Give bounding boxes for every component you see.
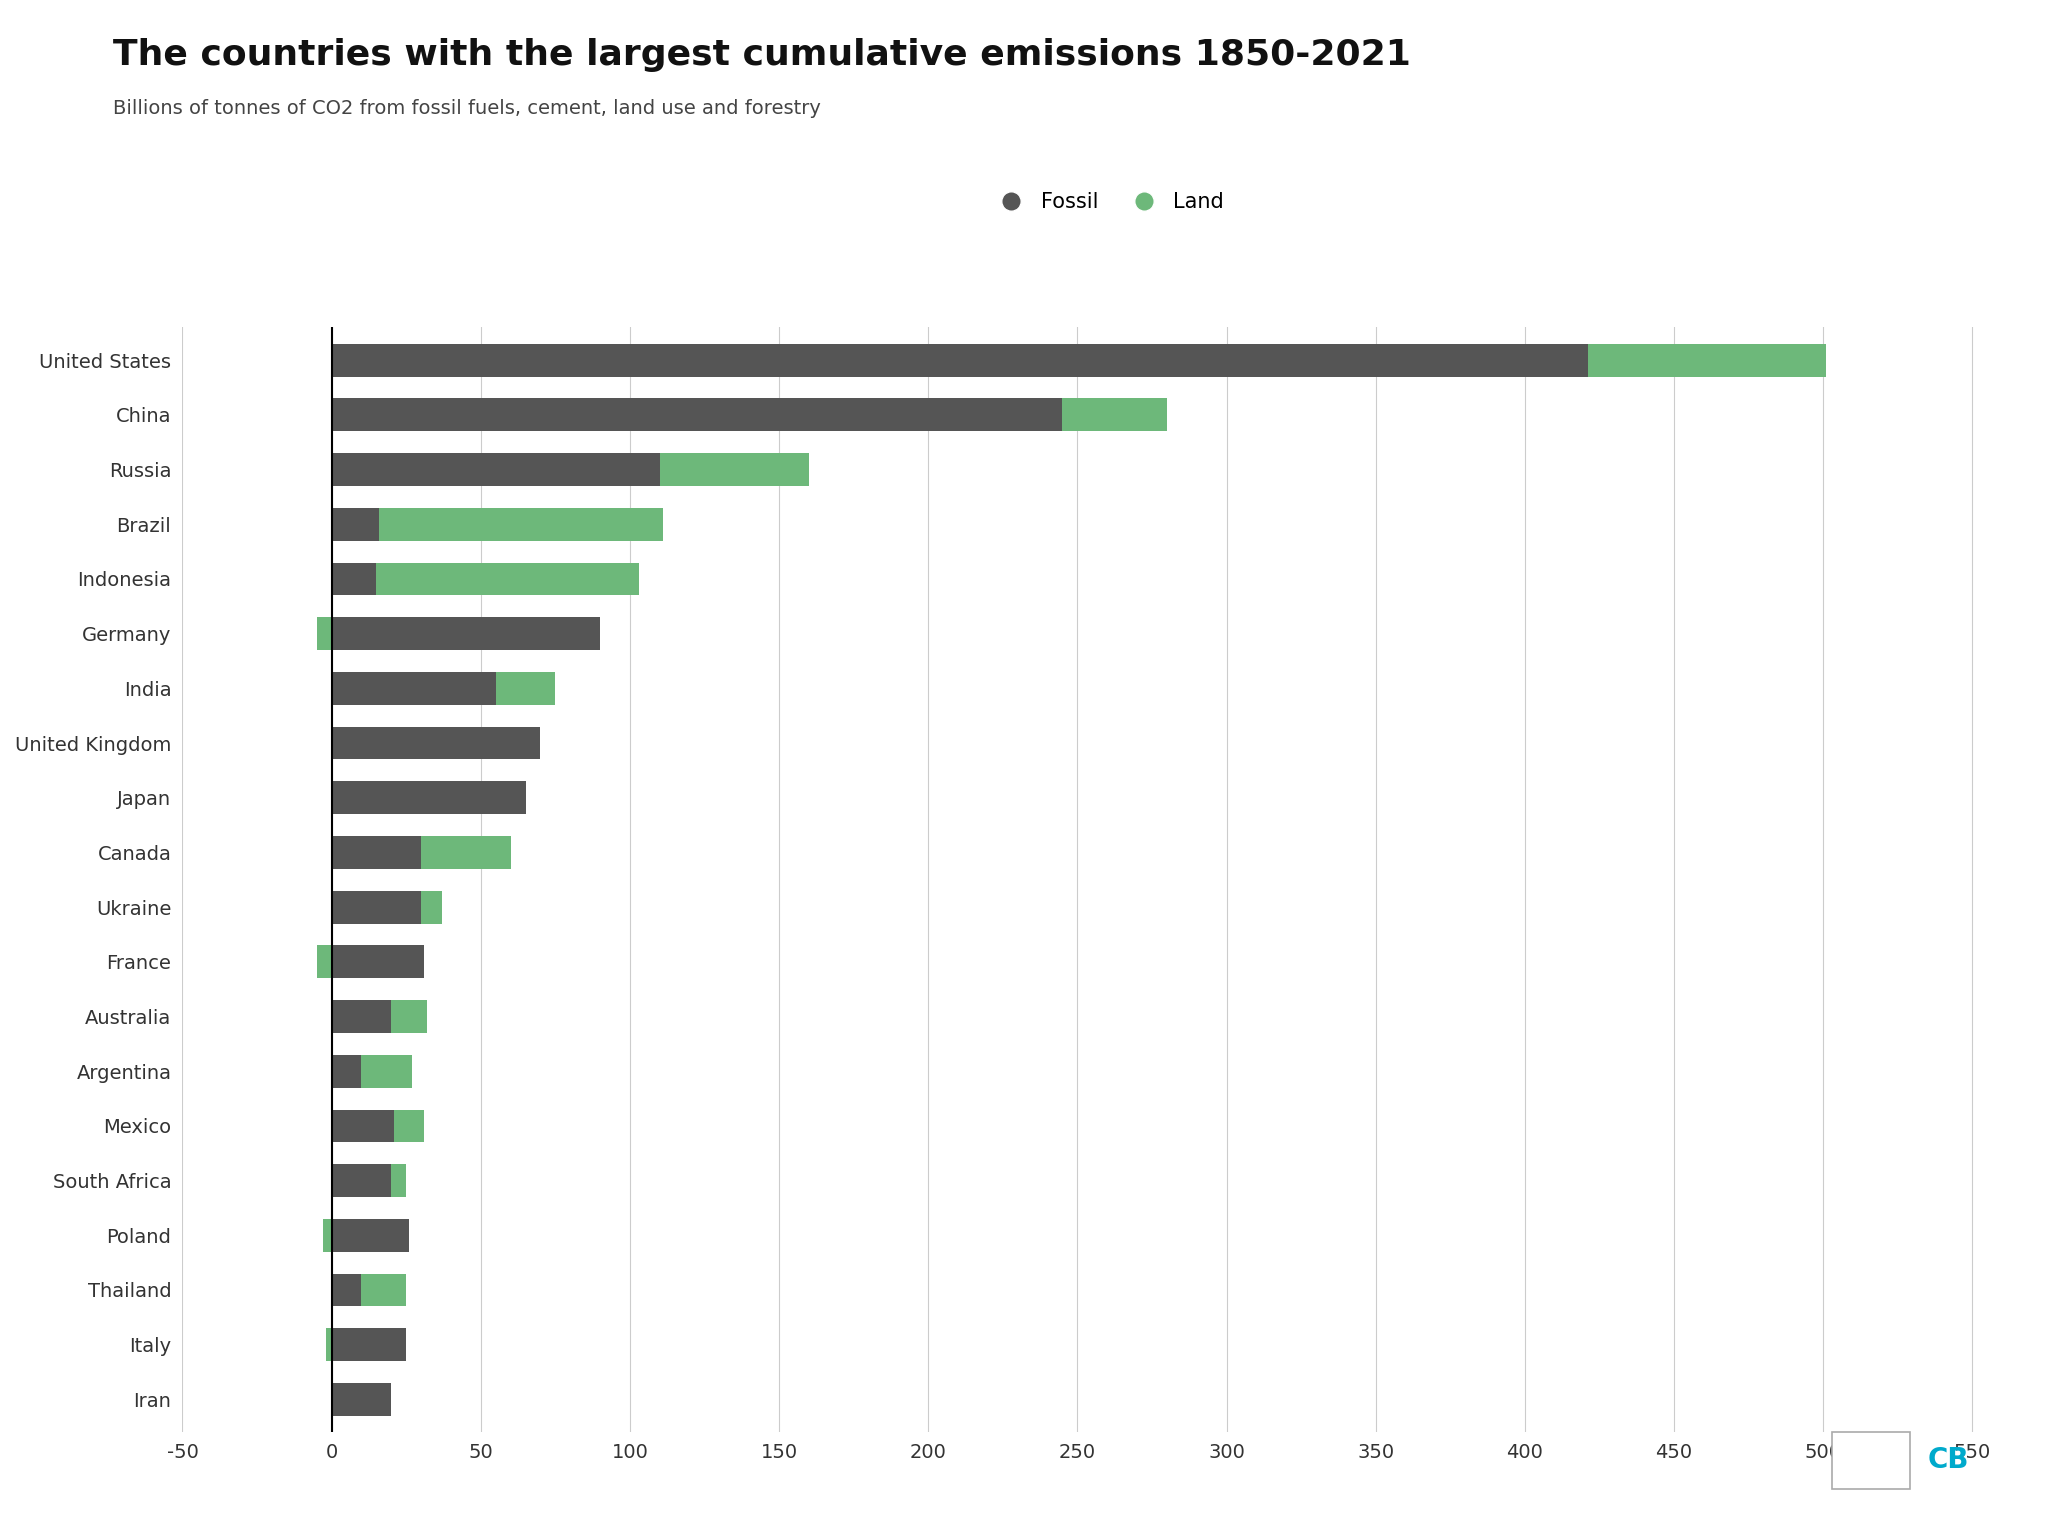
- Bar: [1588, 344, 1826, 376]
- Bar: [332, 1328, 405, 1362]
- Bar: [422, 891, 442, 923]
- Bar: [659, 454, 809, 486]
- Bar: [332, 672, 495, 705]
- Bar: [332, 891, 422, 923]
- Bar: [332, 399, 1062, 431]
- Text: The countries with the largest cumulative emissions 1850-2021: The countries with the largest cumulativ…: [113, 38, 1410, 72]
- Bar: [323, 1218, 332, 1252]
- Bar: [332, 507, 379, 541]
- Bar: [395, 1109, 424, 1142]
- Bar: [332, 1055, 362, 1087]
- Bar: [332, 1383, 391, 1416]
- Bar: [332, 1273, 362, 1307]
- Bar: [332, 1218, 409, 1252]
- Bar: [1062, 399, 1167, 431]
- Bar: [332, 781, 526, 815]
- Bar: [495, 672, 555, 705]
- Bar: [391, 1001, 428, 1033]
- Bar: [379, 507, 663, 541]
- Bar: [332, 344, 1588, 376]
- Bar: [332, 1109, 395, 1142]
- Bar: [325, 1328, 332, 1362]
- Bar: [332, 1164, 391, 1197]
- Text: Billions of tonnes of CO2 from fossil fuels, cement, land use and forestry: Billions of tonnes of CO2 from fossil fu…: [113, 99, 821, 117]
- Bar: [332, 617, 600, 650]
- Bar: [332, 454, 659, 486]
- Bar: [332, 726, 540, 760]
- Text: CB: CB: [1928, 1447, 1969, 1474]
- Bar: [317, 946, 332, 978]
- Bar: [377, 562, 639, 595]
- Bar: [332, 946, 424, 978]
- Bar: [362, 1055, 411, 1087]
- Bar: [422, 836, 510, 868]
- Legend: Fossil, Land: Fossil, Land: [983, 184, 1232, 221]
- Bar: [391, 1164, 405, 1197]
- Bar: [317, 617, 332, 650]
- Bar: [362, 1273, 405, 1307]
- Bar: [332, 562, 377, 595]
- Bar: [332, 1001, 391, 1033]
- Bar: [332, 836, 422, 868]
